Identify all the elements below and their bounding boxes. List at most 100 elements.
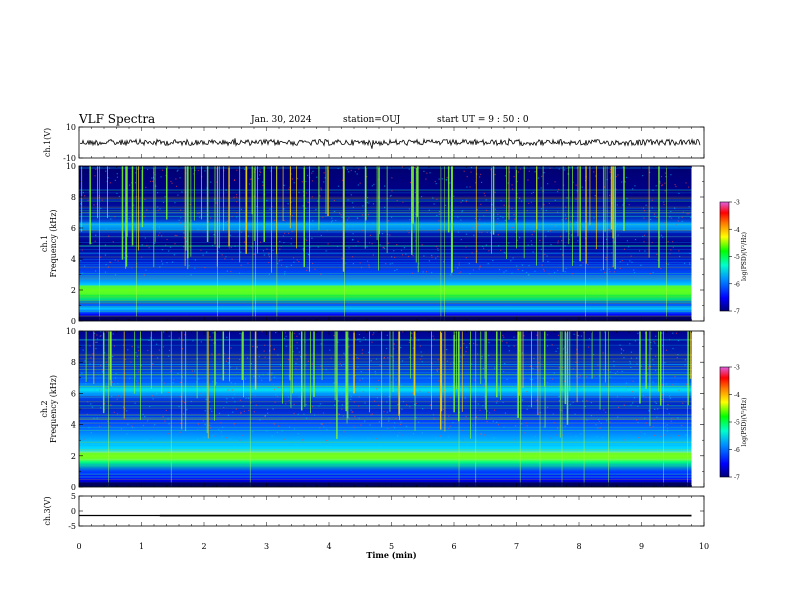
ch1-speckle [528,265,530,267]
ch2-speckle [401,360,404,362]
ch2-speckle [660,377,663,379]
ch2-speckle [145,439,147,441]
ch2-speckle [481,356,483,358]
ch2-speckle [325,439,328,442]
ch2-speckle [378,387,380,389]
ch2-speckle [359,338,361,340]
ch1-speckle [236,169,238,171]
ch1-speckle [309,246,311,249]
ch1-speckle [532,191,535,194]
ch1-speckle [457,231,459,233]
ch2-speckle [443,389,445,391]
ch2-speckle [645,422,647,424]
ch1-speckle [186,240,188,243]
ch1-speckle [114,179,116,181]
ch2-speckle [464,436,467,438]
ch1-speckle [128,184,131,186]
ch1-speckle [626,197,628,200]
ch2-speckle [650,348,652,350]
ch1-speckle [238,272,241,274]
ch1-speckle [306,269,308,272]
ch2-speckle [488,339,490,341]
ch2-speckle [343,431,345,433]
ch1-speckle [605,259,607,261]
ch2-speckle [462,429,464,432]
ch2-speckle [104,403,106,405]
ch1-speckle [674,184,676,186]
ch1-speckle [235,196,238,198]
ch2-speckle [359,340,361,343]
ch1-speckle [304,223,306,225]
ch2-speckle [560,372,563,374]
ch2-speckle [435,437,437,439]
x-tick-label: 6 [451,542,456,551]
ch1-speckle [661,185,663,187]
ch2-speckle [395,390,397,392]
ch1-speckle [428,209,430,211]
ch2-speckle [613,365,615,367]
ch2-speckle [669,397,671,399]
ch2-speckle [393,343,395,345]
ch1-speckle [347,171,350,173]
ch1-speckle [305,192,307,194]
ch1-speckle [566,230,568,232]
ch1-speckle [168,250,170,252]
ch1-speckle [451,274,453,276]
ch2-speckle [603,409,605,411]
ch1-speckle [176,234,178,237]
ch1-speckle [156,192,159,194]
ch2-speckle [597,418,600,421]
ch1-speckle [539,239,541,242]
ch2-speckle [405,425,407,428]
ch2-speckle [96,417,98,419]
ch1-speckle [159,208,161,210]
ch2-speckle [231,389,233,391]
colorbar-tick-label: -3 [734,365,740,372]
ch2-speckle [326,429,328,431]
ch2-speckle [677,339,679,342]
ch1-speckle [269,208,271,210]
ch2-speckle [295,391,298,393]
ch2-speckle [395,379,397,381]
ch2-speckle [476,416,478,418]
ch1-speckle [544,253,546,255]
ch2-speckle [412,392,414,394]
colorbar-tick-label: -5 [734,420,740,427]
ch2-speckle [533,357,535,359]
ch2-speckle [299,356,302,358]
ch1-speckle [154,242,156,245]
ch1-speckle [372,203,375,205]
ch1-speckle [527,244,529,246]
ch2-speckle [369,424,371,426]
ch1-speckle [157,206,159,208]
ch1-speckle [580,264,583,266]
ch2-speckle [202,420,205,422]
ch2-speckle [95,341,97,344]
ch2-speckle [281,430,283,432]
ch2-speckle [204,423,206,426]
ch2-speckle [630,351,633,353]
ch2-speckle [462,439,465,441]
ch2-speckle [254,395,256,397]
ch1-speckle [338,212,341,214]
ch1-speckle [305,238,307,240]
ch1-speckle [622,204,624,206]
ch2-speckle [654,408,656,410]
ch1-speckle [443,261,445,263]
ch1-speckle [352,232,354,235]
ch2-speckle [448,415,450,417]
ch1-speckle [382,247,384,249]
ch2-speckle [233,423,235,425]
ch1-speckle [312,220,314,222]
ch2-speckle [389,375,391,377]
ch1-speckle [204,266,206,269]
ch1-speckle [414,191,417,194]
ch2-speckle [448,428,450,430]
ch2-speckle [397,393,399,395]
ch2-speckle [273,388,276,391]
ch2-speckle [619,344,621,346]
ch1-speckle [605,272,608,274]
ch1-speckle [679,255,681,258]
ch1-speckle [228,247,230,249]
ch2-speckle [556,434,558,436]
